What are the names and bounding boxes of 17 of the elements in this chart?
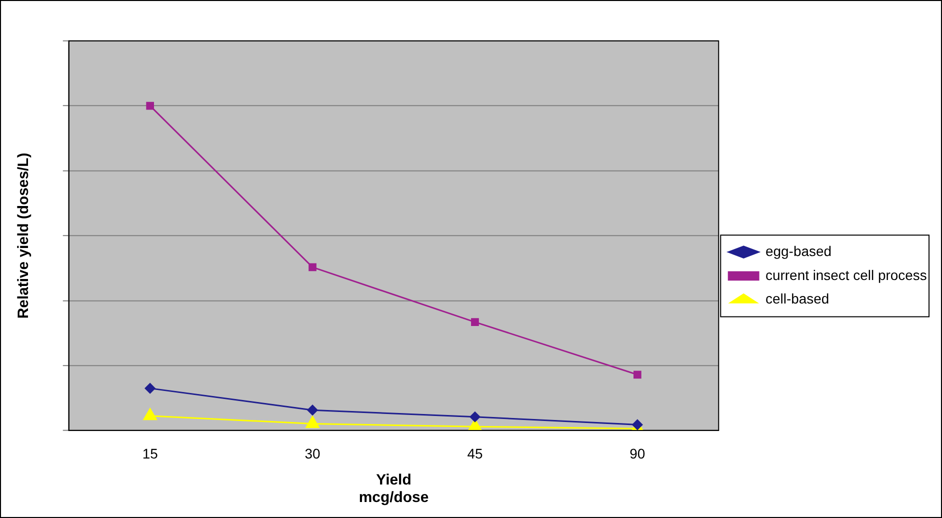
point: [144, 383, 156, 394]
x-axis-title: Yield mcg/dose: [358, 471, 429, 506]
x-tick-label: 15: [142, 446, 158, 462]
x-tick-label: 90: [630, 446, 646, 462]
point: [146, 102, 154, 110]
x-tick-label: 45: [467, 446, 483, 462]
x-tick-label: 30: [304, 446, 321, 462]
y-axis-title: Relative yield (doses/L): [15, 152, 32, 319]
legend-label: cell-based: [766, 290, 830, 307]
point: [307, 404, 318, 416]
point: [633, 370, 642, 379]
legend-label: current insect cell process: [766, 266, 927, 283]
point: [143, 408, 157, 420]
legend-label: egg-based: [766, 242, 832, 259]
point: [471, 318, 479, 326]
point: [470, 412, 480, 422]
point: [308, 263, 316, 272]
